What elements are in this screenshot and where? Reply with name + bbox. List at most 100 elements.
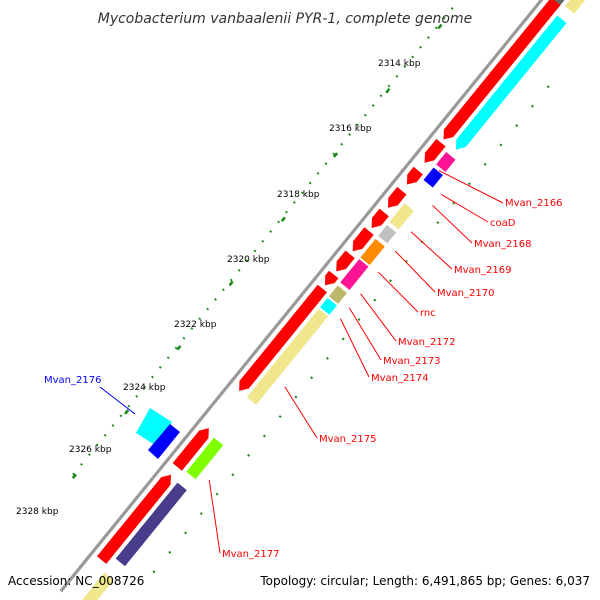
gene-feature-mvan-2166[interactable]	[424, 138, 446, 163]
scale-tick-mark	[332, 152, 339, 158]
outer-track-dot	[253, 249, 257, 253]
gene-label-mvan-2175[interactable]: Mvan_2175	[319, 434, 376, 445]
leader-line-mvan-2169	[410, 231, 453, 270]
gene-feature-magenta-2[interactable]	[340, 259, 369, 290]
gene-label-mvan-2177[interactable]: Mvan_2177	[222, 549, 279, 560]
outer-track-dot	[379, 94, 383, 98]
outer-track-dot	[72, 472, 76, 476]
outer-track-dot	[419, 45, 422, 49]
scale-tick-mark	[176, 344, 182, 351]
gene-feature-cyan-small[interactable]	[320, 297, 337, 315]
gene-label-mvan-2176[interactable]: Mvan_2176	[44, 375, 101, 386]
leader-line-mvan-2173	[348, 307, 382, 361]
gene-label-mvan-2166[interactable]: Mvan_2166	[505, 198, 562, 209]
outer-track-dot	[371, 104, 375, 107]
gene-label-mvan-2172[interactable]: Mvan_2172	[398, 337, 455, 348]
kbp-label: 2320 kbp	[227, 255, 270, 265]
inner-track-dot	[262, 434, 266, 438]
gene-label-mvan-2173[interactable]: Mvan_2173	[383, 356, 440, 367]
inner-track-dot	[436, 221, 440, 225]
inner-track-dot	[152, 570, 156, 574]
kbp-label: 2314 kbp	[378, 59, 421, 69]
outer-track-dot	[214, 298, 217, 301]
outer-track-dot	[403, 65, 407, 69]
inner-track-dot	[278, 415, 282, 419]
outer-track-dot	[411, 55, 415, 59]
outer-track-dot	[363, 113, 367, 117]
inner-track-dot	[341, 337, 345, 341]
inner-track-dot	[389, 279, 393, 283]
outer-track-dot	[135, 395, 139, 398]
outer-track-dot	[332, 152, 336, 156]
outer-track-dot	[182, 336, 186, 340]
outer-track-dot	[356, 123, 359, 127]
outer-track-dot	[87, 453, 91, 457]
gene-label-rnc[interactable]: rnc	[420, 308, 436, 319]
outer-track-dot	[174, 346, 178, 350]
gene-feature-mvan-2175[interactable]	[246, 308, 329, 405]
inner-track-dot	[199, 512, 203, 516]
inner-track-dot	[467, 182, 471, 186]
gene-feature-mvan-2172[interactable]	[336, 250, 355, 272]
gene-feature-mvan-2169[interactable]	[387, 186, 407, 208]
gene-feature-olive[interactable]	[328, 285, 348, 304]
outer-track-dot	[151, 375, 154, 379]
outer-track-dot	[245, 259, 249, 263]
inner-track-dot	[325, 356, 329, 360]
outer-track-dot	[292, 201, 296, 204]
gene-feature-mvan-2174[interactable]	[239, 284, 328, 391]
inner-track-dot	[184, 531, 188, 535]
gene-feature-slate[interactable]	[115, 482, 187, 567]
gene-feature-top-red-1[interactable]	[443, 0, 561, 140]
inner-track-dot	[231, 473, 235, 477]
inner-track-dot	[357, 318, 361, 322]
gene-feature-magenta-1[interactable]	[436, 152, 456, 172]
gene-feature-top-khaki[interactable]	[564, 0, 600, 14]
outer-track-dot	[316, 171, 320, 175]
gene-feature-khaki-bottom[interactable]	[72, 572, 114, 600]
gene-feature-top-cyan[interactable]	[455, 15, 567, 150]
inner-track-dot	[452, 201, 456, 205]
inner-track-dot	[530, 104, 534, 108]
gene-feature-red-lower-2[interactable]	[96, 474, 171, 564]
gene-feature-mvan-2177[interactable]	[186, 437, 224, 480]
gene-feature-red-lower-1[interactable]	[172, 428, 209, 471]
outer-track-dot	[221, 288, 225, 292]
outer-track-dot	[127, 404, 131, 408]
inner-track-dot	[215, 492, 219, 496]
kbp-label: 2316 kbp	[329, 124, 372, 134]
gene-label-mvan-2168[interactable]: Mvan_2168	[474, 239, 531, 250]
outer-track-dot	[324, 162, 328, 166]
outer-track-dot	[103, 433, 107, 437]
leader-line-mvan-2177	[208, 479, 221, 554]
outer-track-dot	[190, 327, 194, 330]
accession-text: Accession: NC_008726	[8, 574, 144, 588]
genome-summary-text: Topology: circular; Length: 6,491,865 bp…	[259, 574, 590, 588]
outer-track-dot	[300, 191, 304, 195]
gene-label-mvan-2169[interactable]: Mvan_2169	[454, 265, 511, 276]
gene-label-mvan-2170[interactable]: Mvan_2170	[437, 288, 494, 299]
kbp-label: 2328 kbp	[16, 507, 59, 517]
outer-track-dot	[387, 84, 391, 88]
gene-feature-blue-arrow[interactable]	[148, 424, 180, 459]
gene-feature-mvan-2168[interactable]	[406, 166, 423, 185]
gene-feature-coad[interactable]	[423, 167, 443, 188]
feature-layer	[72, 0, 600, 600]
leader-line-coad	[441, 194, 489, 223]
leader-line-mvan-2170	[394, 250, 436, 293]
gene-label-coad[interactable]: coaD	[490, 218, 516, 229]
outer-track-dot	[158, 365, 162, 369]
outer-track-dot	[340, 142, 344, 146]
inner-track-dot	[515, 124, 519, 128]
gene-feature-mvan-2173[interactable]	[324, 270, 339, 286]
gene-label-mvan-2174[interactable]: Mvan_2174	[371, 373, 428, 384]
gene-feature-orange[interactable]	[360, 238, 385, 266]
gene-feature-khaki-1[interactable]	[389, 203, 414, 230]
outer-track-dot	[198, 317, 202, 321]
gene-feature-rnc[interactable]	[352, 227, 374, 252]
outer-track-dot	[285, 210, 288, 214]
gene-feature-grey[interactable]	[378, 224, 397, 244]
kbp-label: 2322 kbp	[174, 320, 217, 330]
outer-track-dot	[450, 7, 454, 10]
gene-feature-mvan-2170[interactable]	[371, 208, 389, 228]
